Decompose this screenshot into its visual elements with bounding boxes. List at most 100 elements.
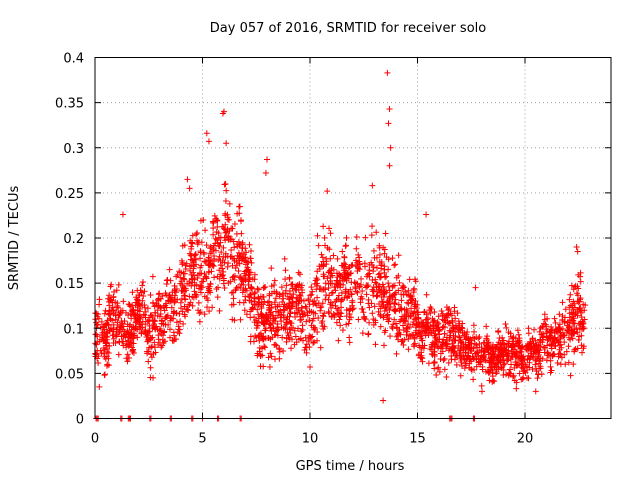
data-point [303,318,310,325]
data-point [536,346,543,353]
data-point [221,284,228,291]
data-point [516,335,523,342]
data-point [107,297,114,304]
data-point [291,341,298,348]
data-point [327,301,334,308]
data-point [288,345,295,352]
data-point [207,250,214,257]
data-point [381,342,388,349]
data-point [480,348,487,355]
data-point [280,290,287,297]
data-point [557,329,564,336]
data-point [514,327,521,334]
data-point [113,304,120,311]
data-point [222,198,229,205]
data-point [254,285,261,292]
data-point [405,287,412,294]
data-point [215,230,222,237]
data-point [569,311,576,318]
data-point [532,337,539,344]
data-point [179,242,186,249]
data-point [262,170,269,177]
data-point [214,223,221,230]
data-point [124,358,131,365]
data-point [547,363,554,370]
data-point [130,340,137,347]
data-point [325,296,332,303]
data-point [330,266,337,273]
data-point [142,327,149,334]
data-point [229,225,236,232]
data-point [235,267,242,274]
data-point [267,308,274,315]
data-point [198,284,205,291]
data-point [449,319,456,326]
data-point [253,322,260,329]
data-point [142,321,149,328]
data-point [548,324,555,331]
data-point [144,338,151,345]
data-point [502,321,509,328]
data-point [149,325,156,332]
data-point [370,268,377,275]
data-point [438,343,445,350]
data-point [392,320,399,327]
data-point [232,286,239,293]
data-point [576,296,583,303]
data-point [210,242,217,249]
data-point [370,283,377,290]
data-point [451,308,458,315]
data-point [508,342,515,349]
data-point [310,340,317,347]
data-point [504,340,511,347]
data-point [213,217,220,224]
data-point [118,333,125,340]
data-point [341,294,348,301]
data-point [189,232,196,239]
data-point [558,332,565,339]
data-point [439,312,446,319]
data-point [274,327,281,334]
data-point [209,261,216,268]
data-point [392,296,399,303]
data-point [314,294,321,301]
data-point [505,329,512,336]
data-point [392,308,399,315]
data-point [181,311,188,318]
data-point [297,292,304,299]
data-point [455,322,462,329]
data-point [231,317,238,324]
data-point [499,348,506,355]
data-point [149,343,156,350]
data-point [330,252,337,259]
data-point [173,319,180,326]
data-point [131,312,138,319]
data-point [195,299,202,306]
y-tick-label: 0 [76,413,84,428]
data-point [207,243,214,250]
data-point [94,321,101,328]
data-point [392,261,399,268]
data-point [93,351,100,358]
data-point [114,324,121,331]
data-point [173,309,180,316]
data-point [266,298,273,305]
data-point [161,338,168,345]
data-point [124,329,131,336]
data-point [228,246,235,253]
x-tick-label: 20 [517,432,534,447]
data-point [147,364,154,371]
data-point [302,334,309,341]
data-point [165,321,172,328]
data-point [395,287,402,294]
data-point [556,350,563,357]
data-point [527,353,534,360]
data-point [255,294,262,301]
data-point [434,319,441,326]
data-point [454,310,461,317]
data-point [158,344,165,351]
data-point [313,286,320,293]
data-point [262,317,269,324]
data-point [222,250,229,257]
data-point [306,332,313,339]
